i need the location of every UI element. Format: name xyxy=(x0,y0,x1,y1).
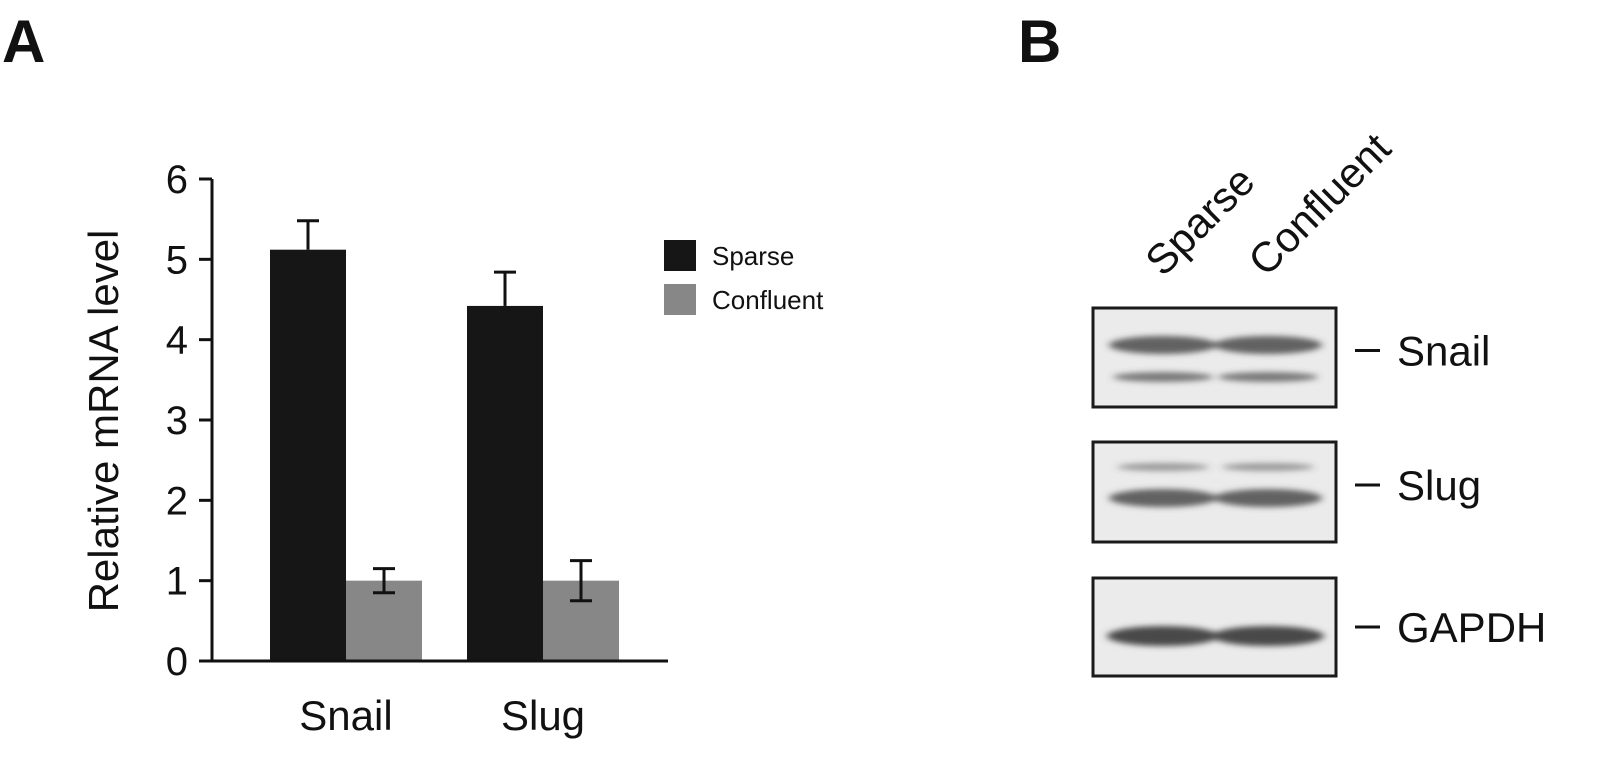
error-bars xyxy=(297,219,592,603)
blot-frame-gapdh xyxy=(1091,576,1338,678)
lane-label-sparse: Sparse xyxy=(1136,157,1263,284)
band-snail-sparse xyxy=(1113,372,1213,382)
y-tick-label: 0 xyxy=(166,640,188,684)
bar-sparse-slug xyxy=(467,305,543,661)
category-label-snail: Snail xyxy=(299,692,392,739)
error-bar-confluent-snail xyxy=(373,567,395,595)
blot-row-gapdh: GAPDH xyxy=(1091,576,1546,678)
band-snail-sparse xyxy=(1109,336,1217,354)
y-axis-title: Relative mRNA level xyxy=(80,230,127,613)
bar-sparse-snail xyxy=(270,249,346,661)
blot-bands-snail xyxy=(1109,336,1322,382)
band-slug-confluent xyxy=(1214,489,1322,507)
legend-label-confluent: Confluent xyxy=(712,285,824,315)
blot-row-slug: Slug xyxy=(1091,440,1481,544)
band-gapdh-confluent xyxy=(1212,626,1324,646)
blot-row-snail: Snail xyxy=(1091,306,1490,409)
panel-label-a: A xyxy=(2,8,45,75)
category-label-slug: Slug xyxy=(501,692,585,739)
blot-bands-gapdh xyxy=(1107,626,1324,646)
band-slug-sparse xyxy=(1117,463,1209,471)
y-tick-label: 5 xyxy=(166,238,188,282)
blot-rows: Snail Slug GAPDH xyxy=(1091,306,1546,678)
band-snail-confluent xyxy=(1218,372,1318,382)
band-snail-confluent xyxy=(1214,336,1322,354)
error-bar-sparse-slug xyxy=(494,270,516,306)
legend-swatch-confluent xyxy=(664,284,696,315)
legend-swatch-sparse xyxy=(664,240,696,271)
band-gapdh-sparse xyxy=(1107,626,1219,646)
y-tick-label: 4 xyxy=(166,319,188,363)
band-slug-confluent xyxy=(1222,463,1314,471)
category-labels: Snail Slug xyxy=(299,692,585,739)
band-slug-sparse xyxy=(1109,489,1217,507)
blot-frame-snail xyxy=(1091,306,1338,409)
bar-chart: 0 1 2 3 4 5 6 Relative mRNA level Snail Slug Sp… xyxy=(80,158,824,739)
blot-label-snail: Snail xyxy=(1397,328,1490,375)
blot-bands-slug xyxy=(1109,463,1322,507)
panel-label-b: B xyxy=(1018,8,1061,75)
error-bar-confluent-slug xyxy=(570,559,592,603)
bars xyxy=(270,249,619,661)
legend: Sparse Confluent xyxy=(664,240,824,315)
error-bar-sparse-snail xyxy=(297,219,319,250)
y-tick-label: 1 xyxy=(166,560,188,604)
legend-label-sparse: Sparse xyxy=(712,241,794,271)
y-axis: 0 1 2 3 4 5 6 xyxy=(166,158,214,684)
blot-label-gapdh: GAPDH xyxy=(1397,604,1546,651)
y-tick-label: 6 xyxy=(166,158,188,202)
y-tick-label: 2 xyxy=(166,479,188,523)
blot-label-slug: Slug xyxy=(1397,462,1481,509)
lane-label-confluent: Confluent xyxy=(1239,124,1400,285)
y-tick-label: 3 xyxy=(166,399,188,443)
